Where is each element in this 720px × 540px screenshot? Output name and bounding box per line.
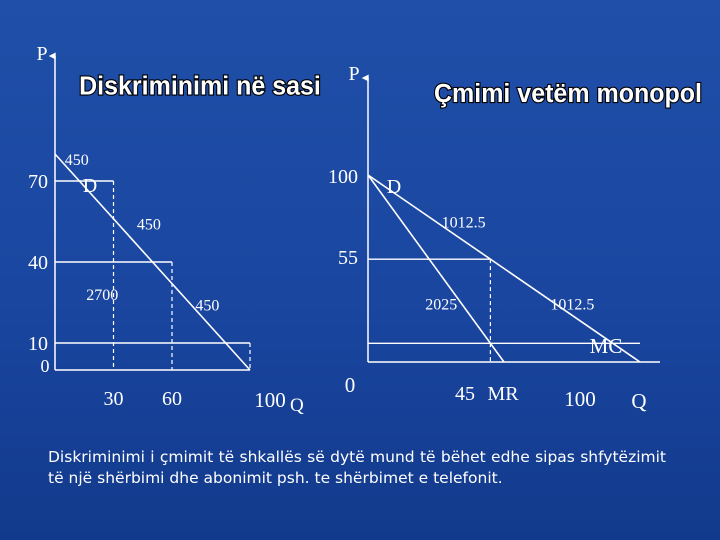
right-area-value-0: 1012.5 [442,214,486,231]
left-demand-label: D [83,175,97,197]
right-price-label-1: 55 [338,247,358,269]
left-origin-label: 0 [41,356,50,376]
left-price-label-2: 10 [28,333,48,355]
right-x-tick-100: 100 [564,387,596,411]
right-y-axis-label: P [348,63,359,85]
right-x-tick-45: 45 [455,383,475,405]
chart-right: P D MC 100 55 0 45 MR 100 Q 1012.5 2025 1012.5 Çmimi … [328,63,703,413]
left-area-value-2: 2700 [86,287,118,304]
left-area-value-1: 450 [137,217,161,234]
left-quantity-label-1: 60 [162,388,182,410]
right-price-label-0: 100 [328,166,358,188]
right-demand-label: D [387,176,401,198]
left-area-value-0: 450 [65,152,89,169]
slide-caption: Diskriminimi i çmimit të shkallës së dyt… [48,448,666,487]
right-mr-label: MR [487,383,519,405]
left-axis-end-unit: Q [290,395,304,416]
left-quantity-label-0: 30 [104,388,124,410]
left-price-label-0: 70 [28,171,48,193]
left-chart-title: Diskriminimi në sasi [79,72,321,101]
right-mr-line [367,174,505,363]
right-chart-title: Çmimi vetëm monopol [434,79,702,108]
left-axis-end-label: 100 [254,388,286,412]
left-area-value-3: 450 [195,298,219,315]
right-area-value-1: 2025 [425,297,457,314]
right-area-value-2: 1012.5 [550,297,594,314]
right-mc-label: MC [590,334,623,358]
left-y-axis-label: P [36,43,47,65]
right-origin-label: 0 [345,373,356,397]
left-price-label-1: 40 [28,252,48,274]
right-x-axis-label: Q [631,389,646,413]
right-demand-line [367,174,641,363]
